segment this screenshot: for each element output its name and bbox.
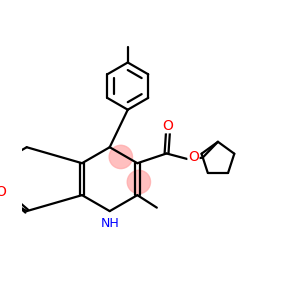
Circle shape xyxy=(127,170,151,194)
Text: O: O xyxy=(0,185,7,199)
Text: O: O xyxy=(188,150,199,164)
Text: O: O xyxy=(163,119,173,133)
Text: NH: NH xyxy=(100,217,119,230)
Circle shape xyxy=(109,145,133,169)
